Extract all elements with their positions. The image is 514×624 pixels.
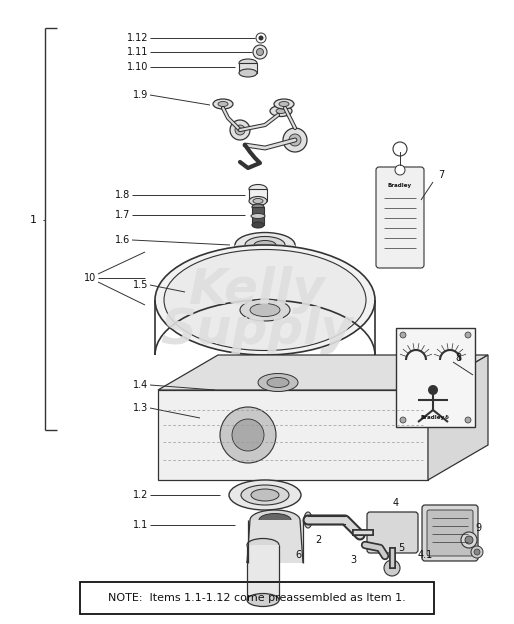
Circle shape: [384, 560, 400, 576]
Bar: [235, 245, 295, 253]
Circle shape: [283, 128, 307, 152]
Circle shape: [461, 532, 477, 548]
Text: Bradley: Bradley: [388, 182, 412, 187]
Ellipse shape: [235, 247, 295, 259]
Ellipse shape: [237, 378, 292, 402]
Ellipse shape: [252, 222, 264, 228]
Text: 1.2: 1.2: [133, 490, 148, 500]
Bar: [252, 207, 264, 225]
Ellipse shape: [241, 485, 289, 505]
Ellipse shape: [155, 245, 375, 355]
Text: Kelly: Kelly: [189, 266, 325, 314]
Ellipse shape: [213, 99, 233, 109]
Text: 6: 6: [295, 550, 301, 560]
Ellipse shape: [250, 303, 280, 316]
Ellipse shape: [279, 102, 289, 107]
Ellipse shape: [249, 185, 267, 193]
Text: 1.3: 1.3: [133, 403, 148, 413]
Circle shape: [253, 45, 267, 59]
Ellipse shape: [225, 373, 305, 407]
Circle shape: [465, 536, 473, 544]
Bar: [239, 63, 257, 73]
Ellipse shape: [247, 539, 279, 552]
Ellipse shape: [248, 383, 283, 397]
Circle shape: [400, 417, 406, 423]
Ellipse shape: [249, 197, 267, 205]
Ellipse shape: [239, 69, 257, 77]
Ellipse shape: [235, 233, 295, 258]
Ellipse shape: [253, 198, 263, 203]
Circle shape: [474, 549, 480, 555]
Text: 1.6: 1.6: [115, 235, 130, 245]
Text: 1: 1: [30, 215, 37, 225]
Text: 2: 2: [315, 535, 321, 545]
Text: 10: 10: [84, 273, 96, 283]
FancyBboxPatch shape: [422, 505, 478, 561]
Ellipse shape: [252, 204, 264, 210]
Circle shape: [230, 120, 250, 140]
Ellipse shape: [276, 109, 286, 114]
Text: 5: 5: [398, 543, 404, 553]
Ellipse shape: [240, 299, 290, 321]
Bar: [249, 189, 267, 201]
Text: 4.1: 4.1: [418, 550, 433, 560]
Text: 3: 3: [350, 555, 356, 565]
Ellipse shape: [251, 489, 279, 501]
FancyBboxPatch shape: [376, 167, 424, 268]
Text: 9: 9: [475, 523, 481, 533]
Circle shape: [428, 385, 438, 395]
Ellipse shape: [274, 99, 294, 109]
FancyBboxPatch shape: [367, 512, 418, 553]
Circle shape: [465, 417, 471, 423]
Circle shape: [259, 36, 264, 41]
Text: 4: 4: [393, 498, 399, 508]
Circle shape: [395, 165, 405, 175]
Bar: [80, 582, 434, 614]
Bar: [248, 520, 303, 563]
Text: NOTE:  Items 1.1-1.12 come preassembled as Item 1.: NOTE: Items 1.1-1.12 come preassembled a…: [108, 593, 406, 603]
Text: 1.8: 1.8: [115, 190, 130, 200]
Text: 1.4: 1.4: [133, 380, 148, 390]
Ellipse shape: [267, 378, 289, 388]
Ellipse shape: [254, 240, 276, 250]
Ellipse shape: [259, 514, 291, 527]
Text: Supply: Supply: [160, 306, 354, 354]
FancyBboxPatch shape: [396, 328, 475, 427]
Polygon shape: [158, 390, 428, 480]
Polygon shape: [428, 355, 488, 480]
Text: 1.5: 1.5: [133, 280, 148, 290]
Ellipse shape: [245, 236, 285, 253]
Ellipse shape: [258, 374, 298, 391]
Circle shape: [400, 332, 406, 338]
Polygon shape: [158, 355, 488, 390]
Text: 1.9: 1.9: [133, 90, 148, 100]
FancyBboxPatch shape: [427, 510, 473, 556]
Circle shape: [256, 49, 264, 56]
Ellipse shape: [218, 102, 228, 107]
Ellipse shape: [239, 59, 257, 67]
Text: 1.7: 1.7: [115, 210, 130, 220]
Text: 7: 7: [438, 170, 444, 180]
Ellipse shape: [250, 510, 300, 530]
Text: 8: 8: [455, 353, 461, 363]
Circle shape: [289, 134, 301, 146]
Ellipse shape: [304, 512, 312, 528]
Text: 1.12: 1.12: [126, 33, 148, 43]
Text: 1.1: 1.1: [133, 520, 148, 530]
Text: Bradley®: Bradley®: [420, 414, 450, 419]
Circle shape: [465, 332, 471, 338]
Circle shape: [232, 419, 264, 451]
Ellipse shape: [247, 593, 279, 607]
Ellipse shape: [251, 213, 265, 218]
Bar: [247, 545, 279, 600]
Circle shape: [235, 125, 245, 135]
Ellipse shape: [229, 480, 301, 510]
Ellipse shape: [164, 250, 366, 351]
Ellipse shape: [270, 105, 292, 117]
Text: 1.11: 1.11: [126, 47, 148, 57]
Circle shape: [220, 407, 276, 463]
Circle shape: [471, 546, 483, 558]
Text: 1.10: 1.10: [126, 62, 148, 72]
